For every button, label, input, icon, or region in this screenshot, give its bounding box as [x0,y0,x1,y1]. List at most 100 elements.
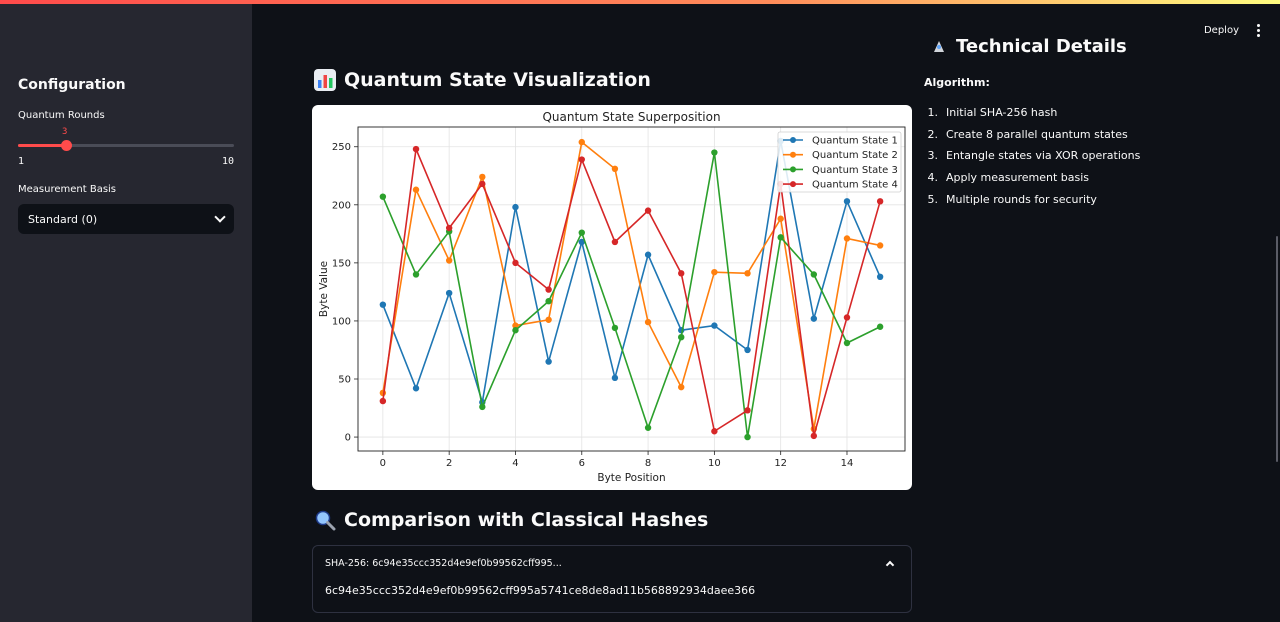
data-point [412,271,420,278]
plot-frame [357,126,906,452]
deploy-button[interactable]: Deploy [1203,25,1239,36]
data-point [678,333,685,341]
data-point [578,156,585,163]
data-point [379,397,387,405]
data-point [479,180,486,188]
x-tick-label: 12 [774,458,787,469]
y-tick-label: 150 [332,258,351,269]
step-text: Entangle states via XOR operations [946,149,1141,163]
data-point [479,173,486,181]
legend-marker [790,151,796,158]
slider-max-label: 10 [222,156,235,167]
x-tick-label: 0 [380,458,386,469]
data-point [578,138,585,146]
data-point [843,339,851,347]
data-point [545,297,552,305]
step-text: Multiple rounds for security [946,192,1097,206]
hash-value: 6c94e35ccc352d4e9ef0b99562cff995a5741ce8… [325,584,756,597]
algorithm-step: 2. Create 8 parallel quantum states [924,128,1140,150]
data-point [843,235,851,242]
sha256-expander[interactable]: SHA-256: 6c94e35ccc352d4e9ef0b99562cff99… [312,545,912,613]
algorithm-step: 1. Initial SHA-256 hash [924,106,1140,128]
y-tick-label: 100 [332,316,351,327]
data-point [843,314,851,321]
algorithm-step: 3. Entangle states via XOR operations [924,149,1141,171]
data-point [876,273,884,281]
y-tick-label: 250 [332,142,351,153]
series-line [382,140,881,430]
x-tick-label: 4 [512,458,518,469]
main-menu-icon[interactable] [1257,24,1260,37]
slider-thumb[interactable] [61,140,72,151]
quantum-rounds-slider[interactable]: 3 [18,127,234,151]
data-point [843,198,851,205]
legend-marker [790,137,796,143]
x-tick-label: 2 [446,458,452,469]
data-point [545,358,552,365]
data-point [876,323,884,330]
data-point [412,186,420,193]
data-point [711,428,718,435]
data-point [412,145,420,153]
magnifier-icon [314,509,336,531]
x-tick-label: 10 [708,458,721,469]
viz-heading: Quantum State Visualization [314,69,651,91]
data-point [512,203,519,211]
x-tick-label: 14 [841,458,854,469]
step-number: 3. [927,149,939,163]
series-line [382,146,881,437]
data-point [711,322,718,329]
technical-heading-text: Technical Details [956,38,1127,57]
algorithm-steps: 1. Initial SHA-256 hash 2. Create 8 paralle… [924,106,1141,215]
data-point [744,270,751,277]
data-point [876,242,884,249]
step-number: 1. [927,106,939,119]
y-tick-label: 0 [345,433,351,444]
y-tick-label: 200 [332,200,351,211]
series-line [382,152,881,438]
data-point [744,433,751,441]
data-point [545,316,552,323]
data-point [445,224,453,232]
data-point [876,198,884,205]
y-axis-label: Byte Value [318,261,330,317]
chevron-up-icon[interactable] [885,560,895,570]
data-point [777,215,784,222]
measurement-basis-label: Measurement Basis [18,184,117,195]
legend-label: Quantum State 3 [812,165,898,176]
quantum-state-chart: 0 2 4 6 8 10 12 14 0 50 100 150 200 250 Quantum State … [318,110,906,484]
algorithm-step: 4. Apply measurement basis [924,171,1140,193]
sidebar: Configuration Quantum Rounds 3 1 10 Meas… [0,4,252,622]
data-point [611,165,619,173]
data-point [578,238,585,246]
data-point [644,207,652,214]
data-point [744,407,751,414]
rocket-icon [930,38,948,56]
data-point [611,238,619,246]
legend-marker [790,181,796,188]
chart-card: 0 2 4 6 8 10 12 14 0 50 100 150 200 250 Quantum State … [312,105,912,490]
chevron-down-icon [214,211,226,223]
step-number: 4. [927,171,939,185]
data-point [678,383,685,391]
expander-label: SHA-256: 6c94e35ccc352d4e9ef0b99562cff99… [325,558,562,569]
data-point [644,251,652,258]
legend-label: Quantum State 4 [812,180,898,191]
header-actions: Deploy [1204,24,1260,37]
data-point [445,289,453,297]
legend-box [777,131,902,193]
step-text: Initial SHA-256 hash [946,106,1058,119]
slider-fill [18,144,66,147]
step-text: Create 8 parallel quantum states [946,127,1128,141]
measurement-basis-select[interactable]: Standard (0) [18,204,234,234]
legend-marker [790,166,796,173]
scrollbar[interactable] [1276,236,1278,462]
quantum-rounds-label: Quantum Rounds [18,110,105,121]
algorithm-step: 5. Multiple rounds for security [924,193,1140,215]
data-point [611,324,619,332]
data-point [379,193,387,200]
x-axis-label: Byte Position [597,472,665,484]
algorithm-label: Algorithm: [924,76,990,89]
data-point [810,432,818,440]
data-point [578,229,585,236]
